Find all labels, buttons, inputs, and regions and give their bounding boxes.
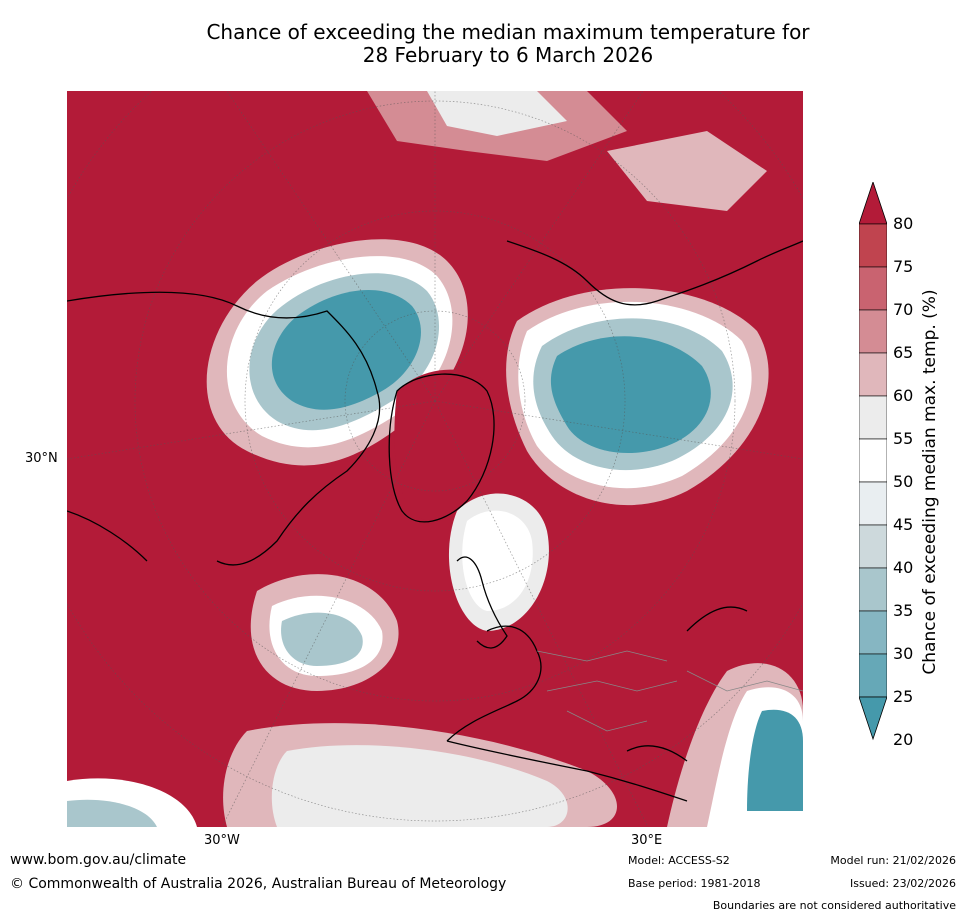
colorbar-tick-label: 70 [893, 300, 914, 319]
footer-copyright: © Commonwealth of Australia 2026, Austra… [10, 876, 507, 892]
colorbar-top-extend [859, 182, 887, 225]
colorbar-band [859, 352, 887, 397]
colorbar-tick-label: 35 [893, 601, 914, 620]
colorbar-tick-label: 75 [893, 257, 914, 276]
colorbar-band [859, 266, 887, 311]
footer-disclaimer: Boundaries are not considered authoritat… [712, 899, 956, 912]
colorbar-tick-label: 40 [893, 558, 914, 577]
footer-base-period: Base period: 1981-2018 [628, 877, 761, 890]
title-line-2: 28 February to 6 March 2026 [362, 43, 654, 67]
footer-issued: Issued: 23/02/2026 [849, 877, 956, 890]
colorbar-band [859, 438, 887, 483]
colorbar-band [859, 567, 887, 612]
colorbar-band [859, 481, 887, 526]
colorbar-band [859, 223, 887, 268]
colorbar-tick-label: 55 [893, 429, 914, 448]
colorbar-band [859, 524, 887, 569]
colorbar-tick-label: 65 [893, 343, 914, 362]
footer-model-run: Model run: 21/02/2026 [830, 854, 956, 867]
colorbar-band [859, 395, 887, 440]
colorbar-band [859, 309, 887, 354]
colorbar [859, 182, 887, 741]
colorbar-tick-label: 60 [893, 386, 914, 405]
map-canvas [67, 91, 803, 827]
colorbar-band [859, 653, 887, 698]
colorbar-tick-label: 30 [893, 644, 914, 663]
title-line-1: Chance of exceeding the median maximum t… [206, 20, 810, 44]
colorbar-tick-label: 50 [893, 472, 914, 491]
map-title: Chance of exceeding the median maximum t… [0, 21, 965, 67]
colorbar-bottom-extend [859, 696, 887, 741]
footer-model: Model: ACCESS-S2 [628, 854, 730, 867]
probability-map [67, 91, 803, 827]
colorbar-tick-label: 20 [893, 730, 914, 749]
colorbar-tick-label: 80 [893, 214, 914, 233]
colorbar-tick-label: 45 [893, 515, 914, 534]
footer-url[interactable]: www.bom.gov.au/climate [10, 852, 187, 868]
lon-label-30w: 30°W [204, 833, 240, 848]
colorbar-tick-label: 25 [893, 687, 914, 706]
lon-label-30e: 30°E [631, 833, 663, 848]
lat-label-30n: 30°N [25, 451, 58, 466]
colorbar-band [859, 610, 887, 655]
colorbar-label: Chance of exceeding median max. temp. (%… [920, 289, 940, 675]
